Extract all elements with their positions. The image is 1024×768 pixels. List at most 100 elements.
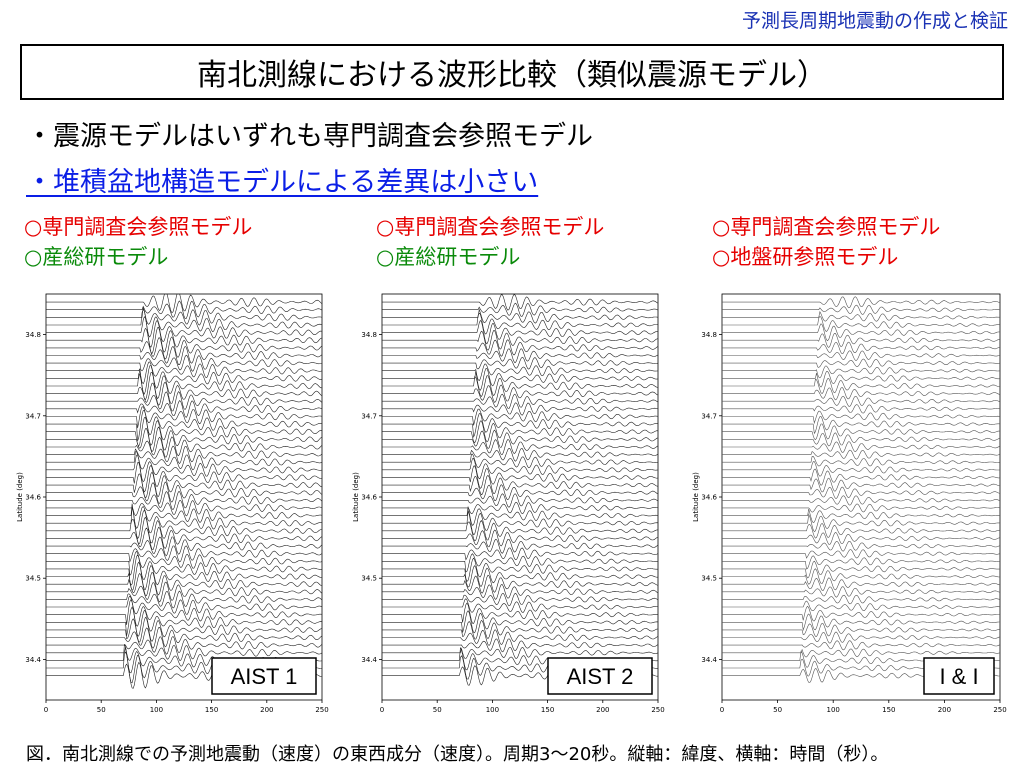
legend-reference-model: ○専門調査会参照モデル (376, 215, 605, 239)
waveform-trace (46, 526, 322, 550)
waveform-trace (722, 350, 1000, 361)
waveform-trace (722, 540, 1000, 552)
waveform-trace (382, 302, 658, 317)
waveform-trace (382, 529, 658, 548)
waveform-trace (722, 568, 1000, 585)
waveform-trace (722, 410, 1000, 425)
waveform-trace (382, 384, 658, 403)
waveform-panel-aist1: 0 50 100 150 200 250 34.4 34.5 34.6 34.7 34.8 Latit… (14, 290, 332, 720)
waveform-trace (382, 502, 658, 515)
waveform-trace (46, 595, 322, 615)
waveform-trace (46, 400, 322, 418)
waveform-trace (382, 312, 658, 335)
waveform-panel-ii: 0 50 100 150 200 250 34.4 34.5 34.6 34.7 34.8 Latit… (690, 290, 1008, 720)
x-tick-label: 100 (827, 706, 840, 714)
x-tick-label: 250 (651, 706, 664, 714)
waveform-trace (46, 436, 322, 458)
legend-jibanken-model: ○地盤研参照モデル (712, 245, 899, 269)
waveform-trace (46, 345, 322, 365)
waveform-trace (46, 616, 322, 643)
waveform-traces (46, 294, 322, 689)
waveform-trace (46, 354, 322, 372)
waveform-traces (722, 296, 1000, 683)
waveform-trace (46, 554, 322, 586)
waveform-trace (722, 613, 1000, 631)
y-tick-label: 34.4 (361, 656, 377, 664)
legend-panel-2: ○専門調査会参照モデル ○産総研モデル (376, 212, 604, 272)
waveform-trace (722, 631, 1000, 644)
waveform-trace (382, 356, 658, 370)
plot-frame (721, 293, 1001, 701)
waveform-trace (46, 372, 322, 401)
waveform-trace (46, 454, 322, 483)
x-tick-label: 200 (596, 706, 609, 714)
panel-label-box (547, 657, 653, 695)
waveform-trace (46, 417, 322, 447)
panel-label: AIST 2 (567, 664, 634, 689)
x-tick-label: 0 (44, 706, 48, 714)
waveform-trace (382, 553, 658, 573)
waveform-trace (382, 393, 658, 409)
legend-aist-model: ○産総研モデル (376, 245, 521, 269)
waveform-trace (722, 461, 1000, 477)
header-note: 予測長周期地震動の作成と検証 (741, 10, 1008, 32)
waveform-trace (382, 584, 658, 600)
waveform-trace (382, 574, 658, 594)
waveform-trace (722, 423, 1000, 441)
waveform-trace (722, 640, 1000, 651)
waveform-trace (722, 605, 1000, 622)
waveform-trace (722, 622, 1000, 637)
y-tick-label: 34.5 (701, 575, 717, 583)
waveform-trace (382, 330, 658, 351)
waveform-trace (382, 493, 658, 508)
waveform-trace (382, 363, 658, 382)
figure-caption: 図．南北測線での予測地震動（速度）の東西成分（速度）。周期3～20秒。縦軸：緯度… (26, 744, 889, 765)
x-tick-label: 250 (993, 706, 1006, 714)
waveform-trace (46, 461, 322, 493)
waveform-trace (722, 503, 1000, 513)
waveform-trace (46, 451, 322, 471)
waveform-trace (722, 395, 1000, 407)
waveform-trace (722, 304, 1000, 315)
waveform-trace (382, 506, 658, 526)
y-tick-label: 34.6 (25, 494, 41, 502)
x-tick-label: 150 (205, 706, 218, 714)
x-tick-label: 0 (380, 706, 384, 714)
waveform-trace (382, 646, 658, 659)
waveform-trace (382, 538, 658, 554)
waveform-trace (382, 547, 658, 561)
waveform-trace (722, 508, 1000, 523)
waveform-trace (46, 409, 322, 442)
waveform-trace (46, 581, 322, 603)
waveform-trace (722, 522, 1000, 539)
panel-label-box (923, 657, 995, 695)
waveform-chart-aist1: 0 50 100 150 200 250 34.4 34.5 34.6 34.7 34.8 Latit… (16, 293, 329, 714)
waveform-trace (46, 491, 322, 511)
y-tick-label: 34.4 (25, 656, 41, 664)
waveform-trace (722, 600, 1000, 611)
slide-title: 南北測線における波形比較（類似震源モデル） (20, 44, 1004, 100)
panel-label-box (211, 657, 317, 695)
waveform-trace (722, 477, 1000, 493)
waveform-trace (382, 375, 658, 398)
waveform-trace (722, 315, 1000, 332)
waveform-trace (46, 300, 322, 319)
waveform-trace (722, 449, 1000, 460)
waveform-trace (722, 387, 1000, 401)
waveform-trace (382, 408, 658, 426)
waveform-trace (46, 571, 322, 597)
waveform-trace (722, 495, 1000, 506)
waveform-trace (382, 402, 658, 416)
slide-title-text: 南北測線における波形比較（類似震源モデル） (197, 58, 827, 93)
y-tick-label: 34.7 (701, 412, 717, 420)
y-tick-label: 34.6 (701, 494, 717, 502)
waveform-trace (382, 629, 658, 646)
waveform-trace (46, 308, 322, 338)
y-tick-label: 34.6 (361, 494, 377, 502)
waveform-trace (46, 545, 322, 563)
waveform-trace (722, 455, 1000, 467)
legend-panel-3: ○専門調査会参照モデル ○地盤研参照モデル (712, 212, 940, 272)
waveform-trace (46, 391, 322, 412)
waveform-trace (722, 594, 1000, 605)
x-tick-label: 100 (486, 706, 499, 714)
